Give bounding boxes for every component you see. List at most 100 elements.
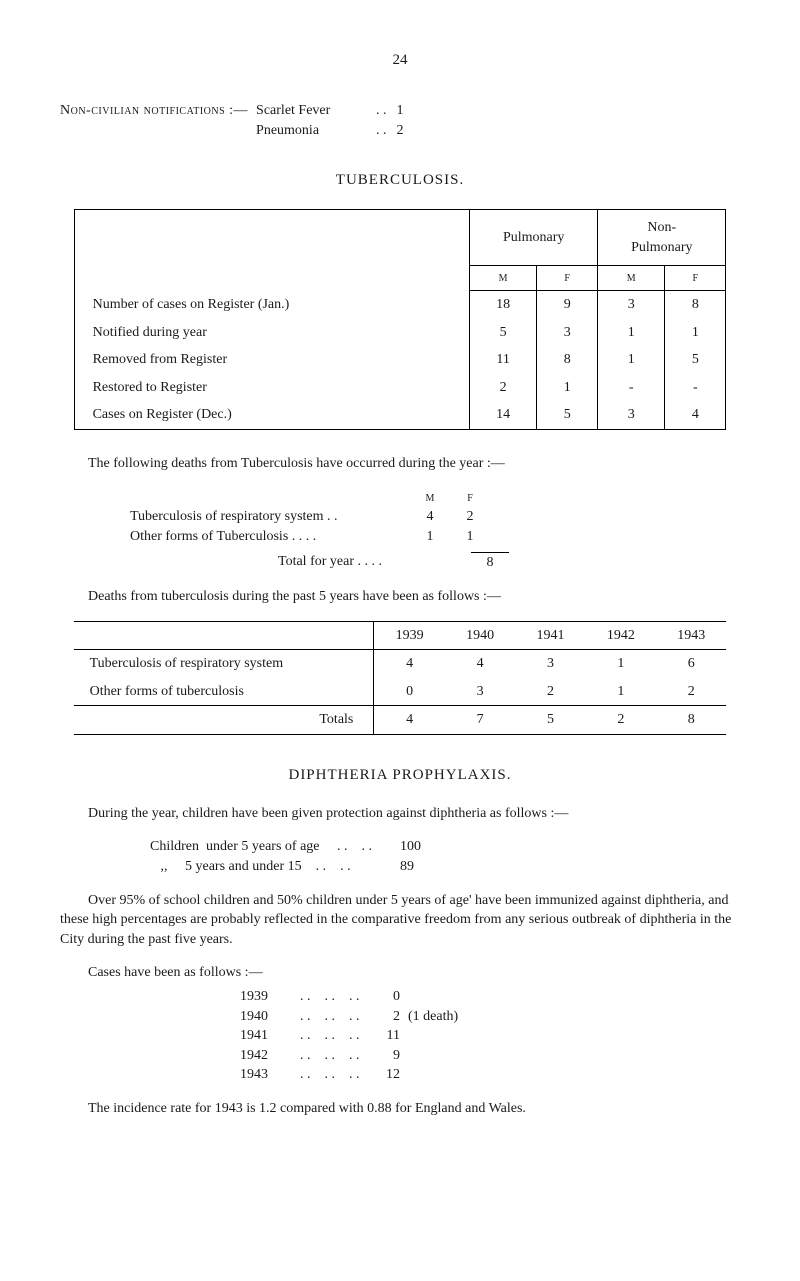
case-year: 1940 bbox=[240, 1007, 300, 1027]
cell: 7 bbox=[445, 706, 515, 735]
case-row: 1940 . . . . . . 2 (1 death) bbox=[240, 1007, 740, 1027]
cell: 6 bbox=[656, 650, 726, 678]
case-row: 1939 . . . . . . 0 bbox=[240, 987, 740, 1007]
year-header: 1942 bbox=[586, 621, 656, 650]
cell: 3 bbox=[537, 319, 598, 347]
column-group-non-pulmonary: Non- Pulmonary bbox=[598, 210, 726, 266]
children-row: ,, 5 years and under 15 . . . . 89 bbox=[150, 857, 740, 877]
cell: 3 bbox=[445, 678, 515, 706]
cell: 1 bbox=[586, 650, 656, 678]
cell: 0 bbox=[374, 678, 445, 706]
year-header: 1940 bbox=[445, 621, 515, 650]
cell: 4 bbox=[374, 706, 445, 735]
year-header: 1941 bbox=[515, 621, 585, 650]
dots: . . bbox=[376, 101, 387, 121]
row-label: Cases on Register (Dec.) bbox=[74, 401, 470, 429]
mf-label: Tuberculosis of respiratory system . . bbox=[130, 507, 410, 527]
mf-row: Tuberculosis of respiratory system . . 4… bbox=[130, 507, 740, 527]
cell: 1 bbox=[586, 678, 656, 706]
notification-item: Scarlet Fever . . 1 bbox=[256, 101, 404, 121]
row-label: Restored to Register bbox=[74, 374, 470, 402]
mf-deaths-block: m f Tuberculosis of respiratory system .… bbox=[130, 488, 740, 573]
case-value: 2 bbox=[370, 1007, 400, 1027]
cell: 18 bbox=[470, 290, 537, 318]
case-value: 0 bbox=[370, 987, 400, 1007]
cell: 1 bbox=[537, 374, 598, 402]
subheader-f: f bbox=[537, 266, 598, 291]
diphtheria-title: DIPHTHERIA PROPHYLAXIS. bbox=[60, 765, 740, 786]
case-year: 1941 bbox=[240, 1026, 300, 1046]
cell: 8 bbox=[537, 346, 598, 374]
dots: . . . . . . bbox=[300, 1046, 370, 1066]
table-row: Notified during year 5 3 1 1 bbox=[74, 319, 726, 347]
cell: 1 bbox=[665, 319, 726, 347]
table-row: Restored to Register 2 1 - - bbox=[74, 374, 726, 402]
case-value: 11 bbox=[370, 1026, 400, 1046]
table-row: Removed from Register 11 8 1 5 bbox=[74, 346, 726, 374]
children-value: 89 bbox=[400, 857, 414, 877]
cell: 5 bbox=[470, 319, 537, 347]
totals-row: Totals 4 7 5 2 8 bbox=[74, 706, 727, 735]
case-value: 12 bbox=[370, 1065, 400, 1085]
table-row: Tuberculosis of respiratory system 4 4 3… bbox=[74, 650, 727, 678]
mf-head-m: m bbox=[410, 488, 450, 508]
tuberculosis-table: Pulmonary Non- Pulmonary m f m f Number … bbox=[74, 209, 727, 430]
mf-m: 4 bbox=[410, 507, 450, 527]
mf-m: 1 bbox=[410, 527, 450, 547]
case-year: 1942 bbox=[240, 1046, 300, 1066]
five-year-intro: Deaths from tuberculosis during the past… bbox=[60, 587, 740, 607]
children-label: ,, 5 years and under 15 . . . . bbox=[150, 857, 400, 877]
notifications-label: Non-civilian notifications :— bbox=[60, 101, 248, 140]
notification-name: Pneumonia bbox=[256, 121, 376, 141]
subheader-m: m bbox=[598, 266, 665, 291]
dots: . . . . . . bbox=[300, 987, 370, 1007]
notification-value: 2 bbox=[397, 121, 404, 141]
mf-total-value: 8 bbox=[471, 552, 509, 573]
table-row: Number of cases on Register (Jan.) 18 9 … bbox=[74, 290, 726, 318]
notification-value: 1 bbox=[397, 101, 404, 121]
mf-head-f: f bbox=[450, 488, 490, 508]
case-year: 1943 bbox=[240, 1065, 300, 1085]
cell: - bbox=[598, 374, 665, 402]
mf-total-label: Total for year . . . . bbox=[130, 552, 470, 573]
cell: 4 bbox=[374, 650, 445, 678]
children-row: Children under 5 years of age . . . . 10… bbox=[150, 837, 740, 857]
tb-deaths-intro: The following deaths from Tuberculosis h… bbox=[60, 454, 740, 474]
tuberculosis-title: TUBERCULOSIS. bbox=[60, 170, 740, 191]
cell: 14 bbox=[470, 401, 537, 429]
non-civilian-notifications: Non-civilian notifications :— Scarlet Fe… bbox=[60, 101, 740, 140]
cell: 5 bbox=[515, 706, 585, 735]
case-note: (1 death) bbox=[408, 1007, 458, 1027]
subheader-m: m bbox=[470, 266, 537, 291]
cell: 1 bbox=[598, 346, 665, 374]
diphtheria-paragraph: Over 95% of school children and 50% chil… bbox=[60, 891, 740, 950]
cell: - bbox=[665, 374, 726, 402]
cell: 3 bbox=[598, 401, 665, 429]
cell: 4 bbox=[665, 401, 726, 429]
year-header: 1943 bbox=[656, 621, 726, 650]
mf-label: Other forms of Tuberculosis . . . . bbox=[130, 527, 410, 547]
table-row: Cases on Register (Dec.) 14 5 3 4 bbox=[74, 401, 726, 429]
dots: . . . . . . bbox=[300, 1065, 370, 1085]
notification-item: Pneumonia . . 2 bbox=[256, 121, 404, 141]
cell: 4 bbox=[445, 650, 515, 678]
children-label: Children under 5 years of age . . . . bbox=[150, 837, 400, 857]
cell: 11 bbox=[470, 346, 537, 374]
year-header: 1939 bbox=[374, 621, 445, 650]
cell: 8 bbox=[665, 290, 726, 318]
cases-label: Cases have been as follows :— bbox=[60, 963, 740, 983]
children-protected-block: Children under 5 years of age . . . . 10… bbox=[150, 837, 740, 876]
cell: 5 bbox=[537, 401, 598, 429]
page-number: 24 bbox=[60, 50, 740, 71]
cell: 8 bbox=[656, 706, 726, 735]
row-label: Notified during year bbox=[74, 319, 470, 347]
case-value: 9 bbox=[370, 1046, 400, 1066]
mf-f: 2 bbox=[450, 507, 490, 527]
diphtheria-intro: During the year, children have been give… bbox=[60, 804, 740, 824]
cell: 3 bbox=[515, 650, 585, 678]
dots: . . bbox=[376, 121, 387, 141]
cell: 3 bbox=[598, 290, 665, 318]
five-year-table: 1939 1940 1941 1942 1943 Tuberculosis of… bbox=[74, 621, 727, 735]
children-value: 100 bbox=[400, 837, 421, 857]
totals-label: Totals bbox=[74, 706, 374, 735]
